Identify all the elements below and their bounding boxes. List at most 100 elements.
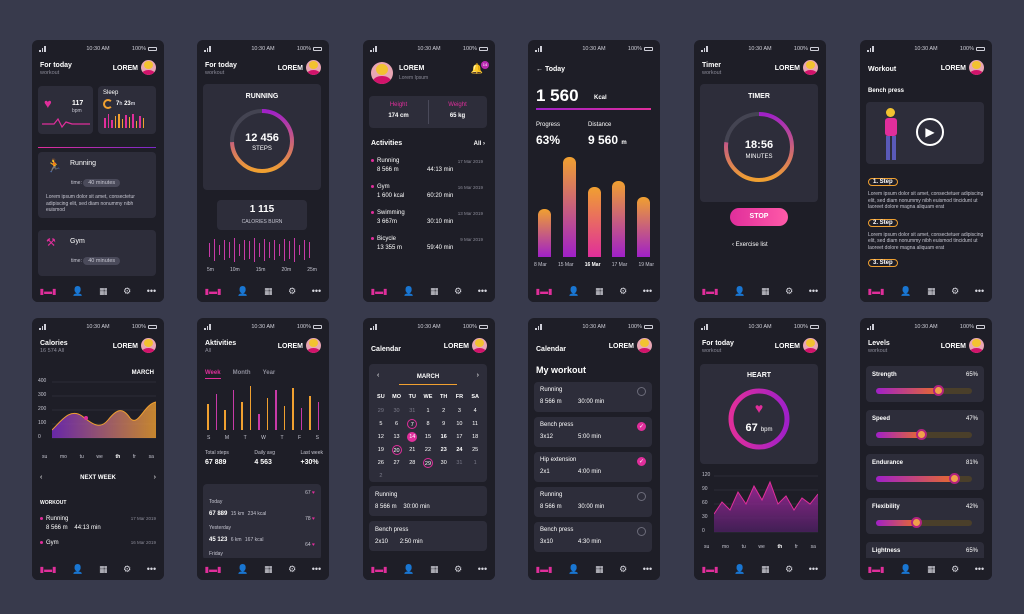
dumbbell-nav-icon[interactable]: ▮▬▮ bbox=[701, 564, 719, 574]
calendar-day[interactable]: 27 bbox=[393, 460, 400, 466]
dumbbell-nav-icon[interactable]: ▮▬▮ bbox=[867, 564, 885, 574]
list-item[interactable]: Today 67 ♥ 67 889 15 km 234 kcal bbox=[209, 490, 315, 517]
slider-knob[interactable] bbox=[916, 429, 927, 440]
profile-icon[interactable]: 👤 bbox=[237, 285, 249, 296]
more-icon[interactable]: ••• bbox=[974, 286, 985, 296]
calendar-day[interactable]: 31 bbox=[456, 460, 463, 466]
calendar-icon[interactable]: ▦ bbox=[98, 563, 108, 574]
calendar-day[interactable]: 29 bbox=[377, 408, 384, 414]
calendar-day[interactable]: 11 bbox=[472, 421, 478, 427]
calendar-day[interactable]: 2 bbox=[442, 408, 446, 414]
tab-week[interactable]: Week bbox=[205, 370, 221, 379]
slider-knob[interactable] bbox=[933, 385, 944, 396]
profile-icon[interactable]: 👤 bbox=[72, 285, 84, 296]
prev-month-button[interactable]: ‹ bbox=[377, 372, 380, 379]
avatar[interactable] bbox=[306, 60, 321, 75]
back-button[interactable]: ← Today bbox=[536, 66, 566, 73]
profile-icon[interactable]: 👤 bbox=[403, 563, 415, 574]
settings-icon[interactable]: ⚙ bbox=[785, 563, 794, 574]
avatar[interactable] bbox=[969, 60, 984, 75]
calendar-day[interactable]: 26 bbox=[377, 460, 384, 466]
checkbox-icon[interactable]: ✓ bbox=[637, 422, 646, 431]
bell-icon[interactable]: 🔔 bbox=[470, 64, 483, 75]
all-link[interactable]: All › bbox=[473, 141, 485, 147]
stop-button[interactable]: STOP bbox=[730, 208, 788, 226]
settings-icon[interactable]: ⚙ bbox=[951, 285, 960, 296]
profile-icon[interactable]: 👤 bbox=[900, 563, 912, 574]
calendar-icon[interactable]: ▦ bbox=[429, 285, 439, 296]
checkbox-icon[interactable] bbox=[637, 387, 646, 396]
calendar-day[interactable]: 28 bbox=[409, 460, 416, 466]
step-2-badge[interactable]: 2. Step bbox=[868, 218, 898, 227]
more-icon[interactable]: ••• bbox=[642, 286, 653, 296]
calendar-day[interactable]: 17 bbox=[456, 434, 463, 440]
calendar-day[interactable]: 29 bbox=[422, 458, 433, 468]
list-item[interactable]: Friday 64 ♥ bbox=[209, 542, 315, 557]
profile-icon[interactable]: 👤 bbox=[72, 563, 84, 574]
step-3-badge[interactable]: 3. Step bbox=[868, 259, 898, 267]
level-slider[interactable] bbox=[876, 517, 972, 528]
level-slider[interactable] bbox=[876, 429, 972, 440]
profile-icon[interactable]: 👤 bbox=[568, 563, 580, 574]
avatar[interactable] bbox=[141, 338, 156, 353]
workout-item[interactable]: Bench press 3x10 4:30 min bbox=[534, 522, 652, 552]
tab-year[interactable]: Year bbox=[262, 370, 276, 376]
more-icon[interactable]: ••• bbox=[477, 286, 488, 296]
heart-rate-card[interactable]: ♥ 117 bpm bbox=[38, 86, 93, 134]
calendar-day[interactable]: 8 bbox=[426, 421, 430, 427]
video-card[interactable]: ▶ bbox=[866, 102, 984, 164]
calendar-day[interactable]: 7 bbox=[407, 419, 418, 429]
list-item[interactable]: Running 17 Mar 2019 bbox=[40, 516, 156, 522]
calendar-day[interactable]: 5 bbox=[379, 421, 383, 427]
dumbbell-nav-icon[interactable]: ▮▬▮ bbox=[39, 564, 57, 574]
next-month-button[interactable]: › bbox=[476, 372, 479, 379]
calendar-day[interactable]: 14 bbox=[407, 432, 418, 442]
calendar-day[interactable]: 23 bbox=[440, 447, 447, 453]
calendar-icon[interactable]: ▦ bbox=[429, 563, 439, 574]
dumbbell-nav-icon[interactable]: ▮▬▮ bbox=[535, 286, 553, 296]
activity-item[interactable]: Gym 16 Mar 2019 1 600 kcal 60:20 min bbox=[371, 184, 487, 210]
checkbox-icon[interactable]: ✓ bbox=[637, 457, 646, 466]
slider-knob[interactable] bbox=[949, 473, 960, 484]
settings-icon[interactable]: ⚙ bbox=[785, 285, 794, 296]
dumbbell-nav-icon[interactable]: ▮▬▮ bbox=[370, 286, 388, 296]
more-icon[interactable]: ••• bbox=[477, 564, 488, 574]
calendar-icon[interactable]: ▦ bbox=[926, 285, 936, 296]
activity-item[interactable]: Swimming 13 Mar 2019 3 667m 30:10 min bbox=[371, 210, 487, 236]
more-icon[interactable]: ••• bbox=[808, 286, 819, 296]
calendar-day[interactable]: 15 bbox=[424, 434, 432, 440]
more-icon[interactable]: ••• bbox=[974, 564, 985, 574]
checkbox-icon[interactable] bbox=[637, 527, 646, 536]
avatar[interactable] bbox=[371, 62, 393, 84]
settings-icon[interactable]: ⚙ bbox=[123, 563, 132, 574]
level-slider[interactable] bbox=[876, 473, 972, 484]
workout-item[interactable]: Bench press 3x12 5:00 min ✓ bbox=[534, 417, 652, 447]
level-slider[interactable] bbox=[876, 385, 972, 396]
settings-icon[interactable]: ⚙ bbox=[619, 285, 628, 296]
slider-knob[interactable] bbox=[911, 517, 922, 528]
profile-icon[interactable]: 👤 bbox=[403, 285, 415, 296]
calendar-day[interactable]: 20 bbox=[391, 445, 402, 455]
avatar[interactable] bbox=[141, 60, 156, 75]
dumbbell-nav-icon[interactable]: ▮▬▮ bbox=[204, 286, 222, 296]
calendar-day[interactable]: 30 bbox=[393, 408, 400, 414]
workout-item[interactable]: Hip extension 2x1 4:00 min ✓ bbox=[534, 452, 652, 482]
profile-icon[interactable]: 👤 bbox=[734, 285, 746, 296]
settings-icon[interactable]: ⚙ bbox=[454, 285, 463, 296]
calendar-day[interactable]: 12 bbox=[377, 434, 384, 440]
avatar[interactable] bbox=[803, 338, 818, 353]
workout-item[interactable]: Running 8 566 m 30:00 min bbox=[534, 487, 652, 517]
tab-month[interactable]: Month bbox=[232, 370, 251, 376]
calendar-day[interactable]: 9 bbox=[442, 421, 446, 427]
sleep-card[interactable]: Sleep 7h 23m bbox=[98, 86, 156, 134]
calendar-day[interactable]: 1 bbox=[426, 408, 430, 414]
activity-item[interactable]: Bicycle 9 Mar 2019 13 355 m 59:40 min bbox=[371, 236, 487, 262]
more-icon[interactable]: ••• bbox=[311, 286, 322, 296]
activity-item[interactable]: Running 17 Mar 2019 8 566 m 44:13 min bbox=[371, 158, 487, 184]
dumbbell-nav-icon[interactable]: ▮▬▮ bbox=[701, 286, 719, 296]
settings-icon[interactable]: ⚙ bbox=[951, 563, 960, 574]
calendar-day[interactable]: 1 bbox=[473, 460, 477, 466]
more-icon[interactable]: ••• bbox=[808, 564, 819, 574]
settings-icon[interactable]: ⚙ bbox=[619, 563, 628, 574]
avatar[interactable] bbox=[637, 338, 652, 353]
